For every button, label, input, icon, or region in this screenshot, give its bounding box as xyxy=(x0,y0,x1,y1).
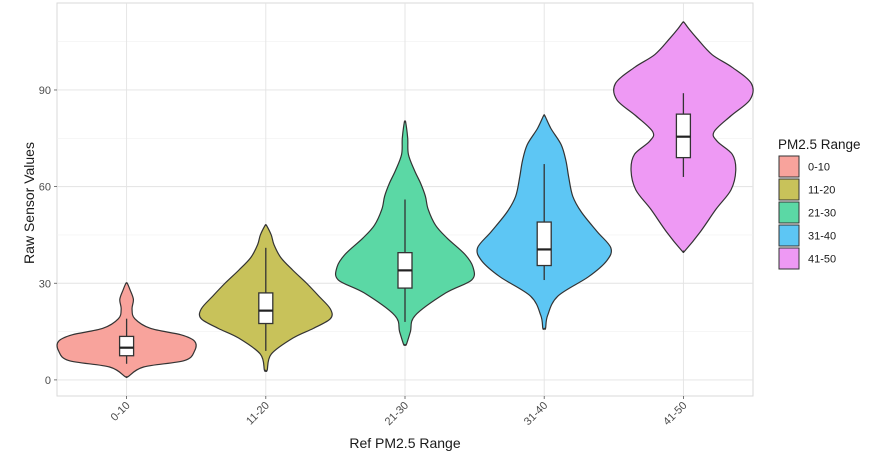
legend-items: 0-10 11-20 21-30 31-40 41-50 xyxy=(778,155,836,270)
legend-label-31-40: 31-40 xyxy=(808,231,836,243)
legend-label-41-50: 41-50 xyxy=(808,254,836,266)
legend-title: PM2.5 Range xyxy=(778,137,861,152)
x-axis-title: Ref PM2.5 Range xyxy=(349,435,460,451)
x-tick-label: 31-40 xyxy=(522,400,550,428)
legend-key-31-40 xyxy=(778,224,800,247)
box-iqr xyxy=(258,292,274,325)
legend-key-41-50 xyxy=(778,247,800,270)
x-tick-label: 21-30 xyxy=(383,400,411,428)
legend-label-0-10: 0-10 xyxy=(808,162,830,174)
y-tick-label: 90 xyxy=(39,85,51,97)
legend-key-11-20 xyxy=(778,178,800,201)
legend: PM2.5 Range 0-10 11-20 21-30 31-40 41-50 xyxy=(778,137,861,270)
y-axis-title: Raw Sensor Values xyxy=(21,142,37,264)
y-tick-label: 30 xyxy=(39,278,51,290)
legend-key-0-10 xyxy=(778,155,800,178)
legend-key-21-30 xyxy=(778,201,800,224)
legend-label-21-30: 21-30 xyxy=(808,208,836,220)
box-iqr xyxy=(536,221,552,267)
x-tick-label: 41-50 xyxy=(661,400,689,428)
y-tick-label: 60 xyxy=(39,182,51,194)
y-tick-label: 0 xyxy=(45,375,51,387)
box-iqr xyxy=(118,335,135,357)
legend-label-11-20: 11-20 xyxy=(808,185,835,197)
x-tick-label: 11-20 xyxy=(244,400,272,428)
boxplots xyxy=(118,93,692,364)
x-tick-label: 0-10 xyxy=(109,400,133,424)
